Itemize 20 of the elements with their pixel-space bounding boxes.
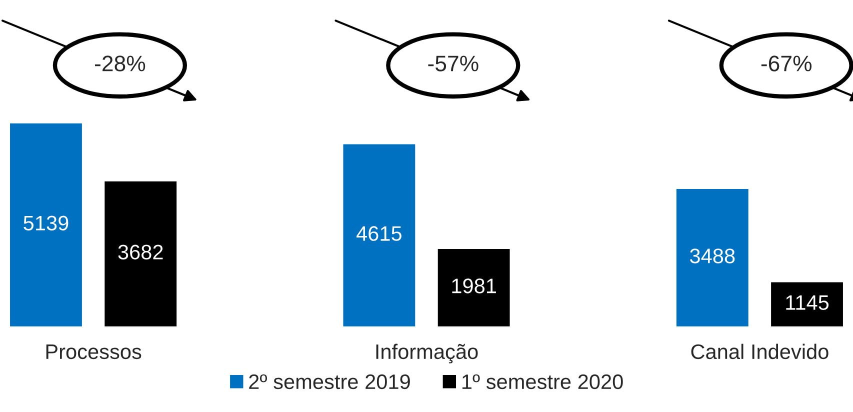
text: -57% xyxy=(428,56,478,72)
data-label: 1145 xyxy=(786,295,829,310)
legend-label: 1º semestre 2020 xyxy=(462,374,623,390)
bar xyxy=(8,122,84,328)
data-label: 3682 xyxy=(118,244,163,260)
data-label: 5139 xyxy=(24,216,68,230)
bar xyxy=(342,142,417,328)
legend-label: 2º semestre 2019 xyxy=(249,374,410,390)
x-tick-label: Informação xyxy=(376,344,478,364)
text: -67% xyxy=(761,56,812,72)
data-label: 4615 xyxy=(356,226,402,241)
x-tick-label: Processos xyxy=(46,344,142,360)
bar xyxy=(103,180,178,328)
data-label: 1981 xyxy=(452,278,496,294)
x-tick-label: Canal Indevido xyxy=(691,344,828,360)
text: -28% xyxy=(95,56,146,72)
bar xyxy=(436,248,512,328)
bar xyxy=(675,188,750,328)
bar xyxy=(770,280,844,328)
data-label: 3488 xyxy=(690,248,735,264)
